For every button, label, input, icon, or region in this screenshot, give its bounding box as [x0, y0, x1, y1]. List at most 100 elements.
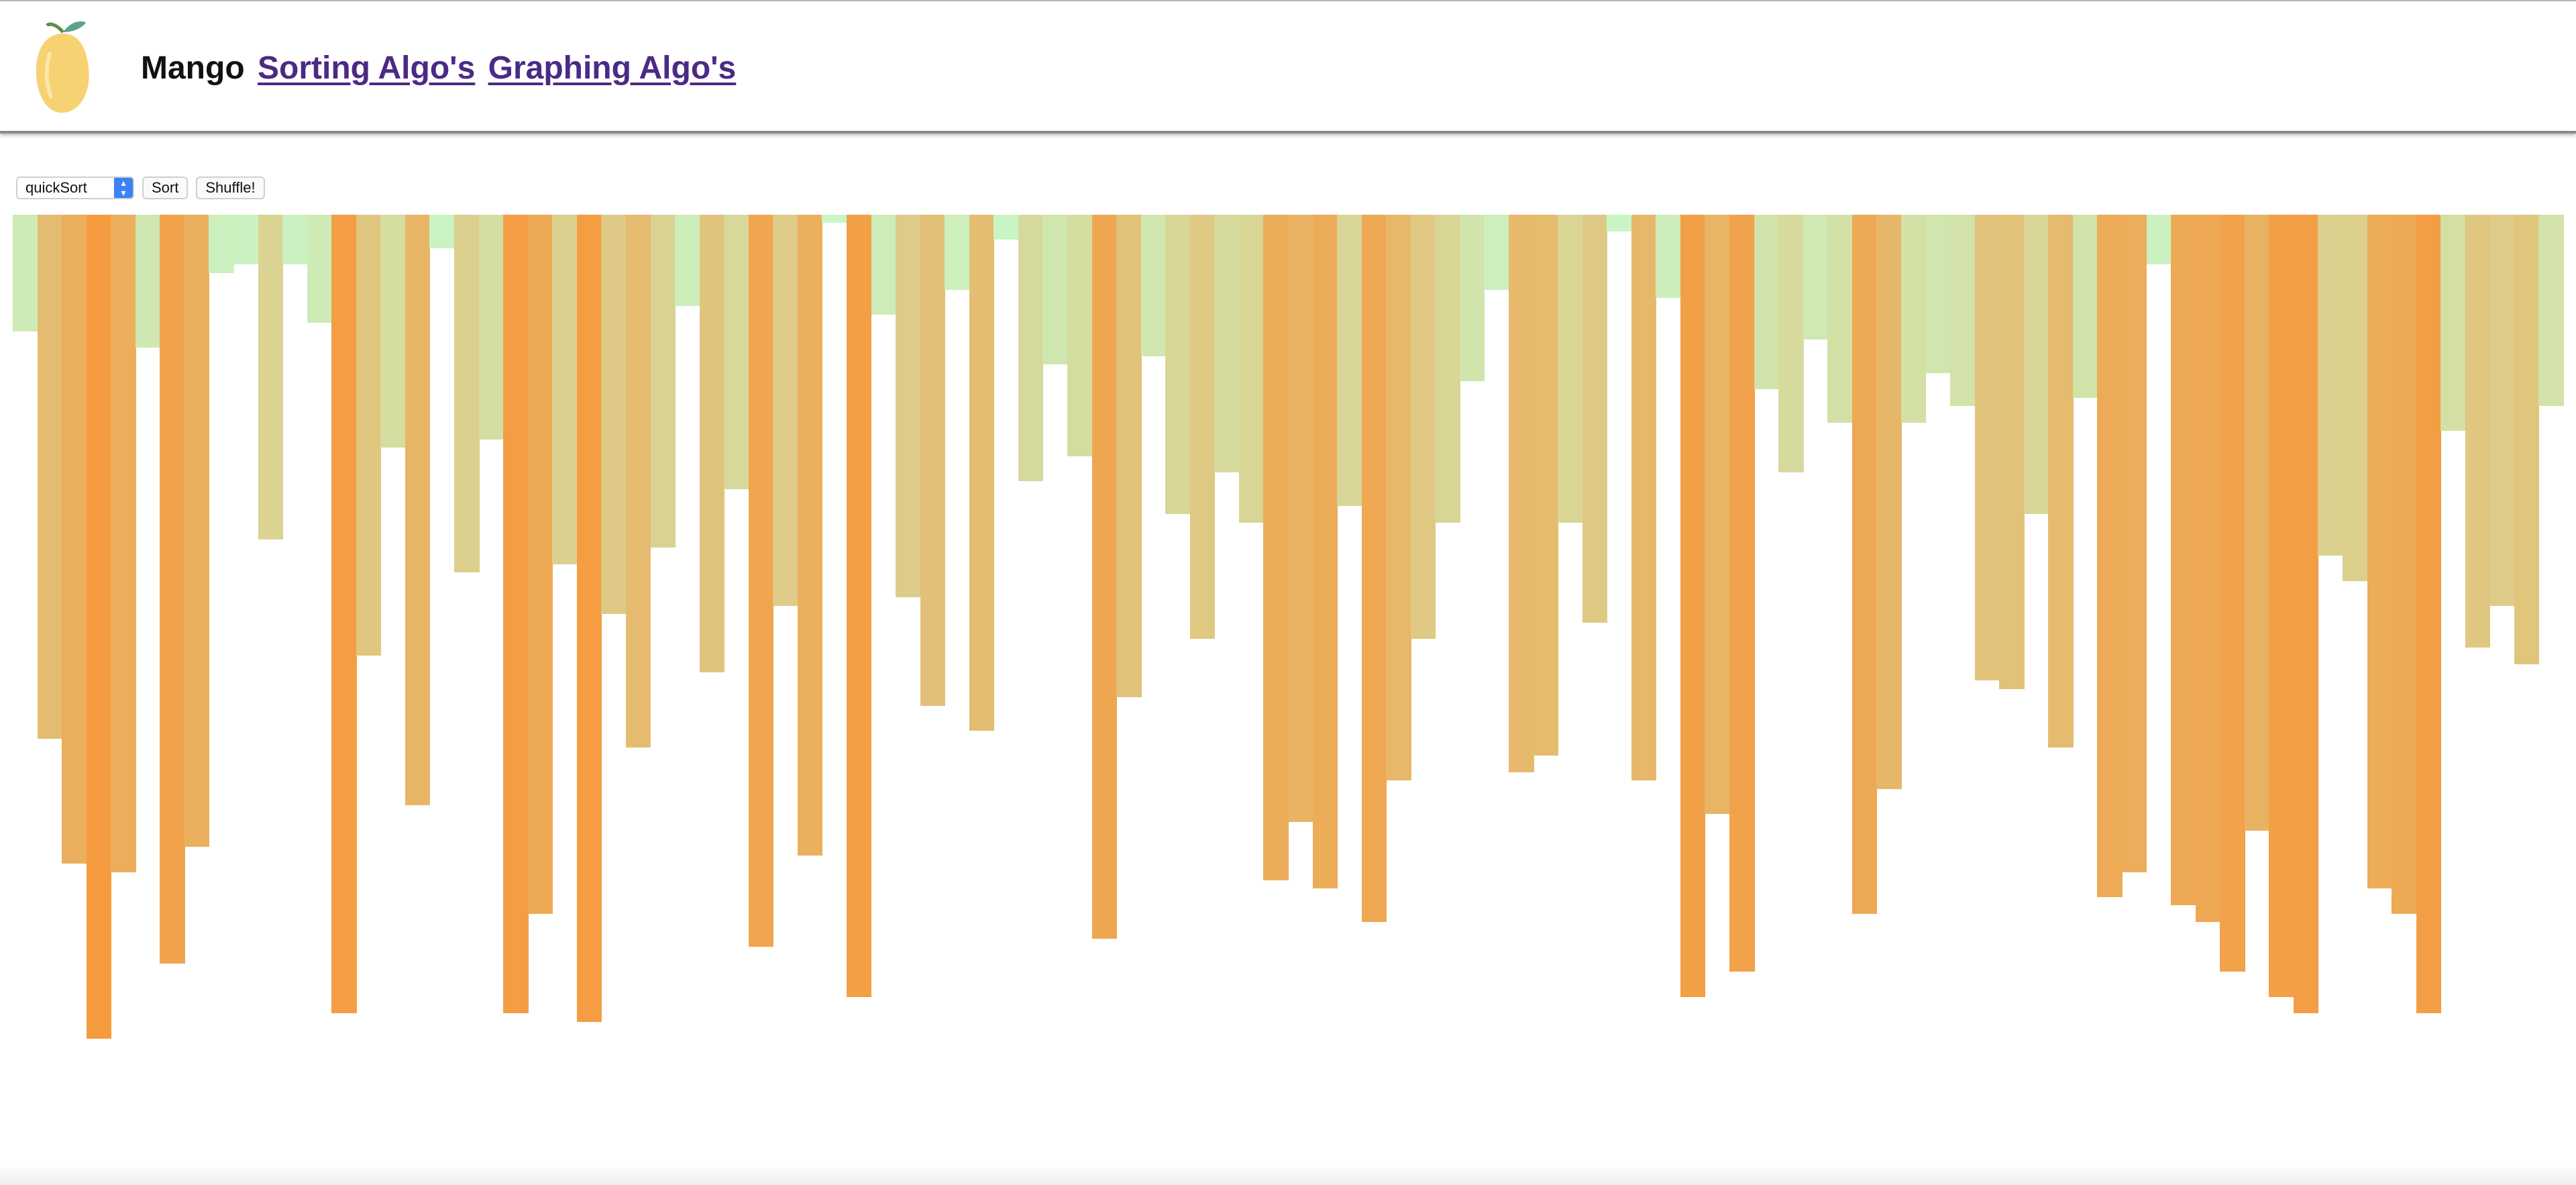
sort-bar	[2072, 215, 2098, 398]
site-header: Mango Sorting Algo's Graphing Algo's	[0, 1, 2576, 134]
sorting-bar-chart	[13, 215, 2564, 1047]
sort-bar	[2392, 215, 2417, 914]
sort-bar	[625, 215, 651, 748]
sort-bar	[2171, 215, 2196, 906]
sort-bar	[846, 215, 872, 997]
sort-bar	[1189, 215, 1216, 639]
sort-bar	[1558, 215, 1583, 523]
select-arrows-icon: ▴ ▾	[114, 178, 133, 198]
sort-bar	[1165, 215, 1191, 515]
sort-bar	[307, 215, 333, 323]
nav-link-graphing-algos[interactable]: Graphing Algo's	[488, 50, 737, 86]
sort-bar	[1288, 215, 1313, 823]
sort-bar	[1925, 215, 1951, 373]
sort-bar	[1803, 215, 1829, 340]
sort-bar	[454, 215, 480, 573]
sort-bar	[2293, 215, 2319, 1014]
sort-bar	[1876, 215, 1902, 789]
sort-bar	[1582, 215, 1608, 623]
sort-bar	[699, 215, 725, 672]
sort-bar	[2514, 215, 2540, 664]
sort-bar	[822, 215, 847, 223]
sort-bar	[209, 215, 234, 273]
sort-bar	[1459, 215, 1485, 381]
nav-link-sorting-algos[interactable]: Sorting Algo's	[257, 50, 476, 86]
sort-bar	[1778, 215, 1804, 473]
sort-bar	[896, 215, 921, 598]
sort-bar	[1607, 215, 1632, 231]
sort-button[interactable]: Sort	[142, 176, 189, 199]
sort-bar	[994, 215, 1019, 240]
sort-bar	[282, 215, 308, 265]
sort-bar	[797, 215, 823, 856]
sort-bar	[1631, 215, 1657, 781]
sort-bar	[1900, 215, 1927, 423]
sort-bar	[1091, 215, 1118, 939]
sort-bar	[2146, 215, 2172, 265]
sort-bar	[258, 215, 284, 539]
sort-bar	[2097, 215, 2123, 897]
sort-controls: quickSort ▴ ▾ Sort Shuffle!	[16, 176, 265, 200]
window-bottom-shadow	[0, 1165, 2576, 1185]
sort-bar	[2465, 215, 2491, 648]
sort-bar	[405, 215, 431, 806]
sort-bar	[748, 215, 774, 947]
sort-bar	[356, 215, 382, 656]
sort-bar	[1656, 215, 1681, 298]
sort-bar	[2244, 215, 2270, 831]
sort-bar	[233, 215, 259, 265]
sort-bar	[331, 215, 357, 1014]
sort-bar	[1484, 215, 1509, 290]
sort-bar	[2195, 215, 2221, 922]
mango-icon[interactable]	[30, 13, 97, 118]
sort-bar	[945, 215, 970, 290]
sort-bar	[1754, 215, 1780, 390]
sort-bar	[1337, 215, 1362, 506]
sort-bar	[675, 215, 700, 307]
brand-name: Mango	[141, 50, 245, 86]
sort-bar	[576, 215, 602, 1022]
sort-bar	[1361, 215, 1387, 922]
sort-bar	[2440, 215, 2466, 431]
sort-bar	[2048, 215, 2074, 748]
sort-bar	[2367, 215, 2393, 889]
sort-bar	[1116, 215, 1142, 698]
sort-bar	[1851, 215, 1878, 914]
sort-bar	[37, 215, 63, 739]
sort-bar	[1410, 215, 1436, 639]
sort-bar	[1435, 215, 1460, 523]
sort-bar	[527, 215, 553, 914]
sort-bar	[2269, 215, 2294, 997]
algorithm-select-value: quickSort	[25, 179, 87, 196]
sort-bar	[1238, 215, 1265, 523]
sort-bar	[601, 215, 627, 615]
sort-bar	[135, 215, 161, 348]
sort-bar	[1999, 215, 2025, 689]
sort-bar	[2489, 215, 2515, 606]
sort-bar	[1533, 215, 1559, 756]
sort-bar	[1018, 215, 1044, 481]
sort-bar	[478, 215, 504, 440]
sort-bar	[871, 215, 897, 315]
sort-bar	[13, 215, 38, 331]
top-nav: Mango Sorting Algo's Graphing Algo's	[141, 50, 736, 87]
sort-bar	[1974, 215, 2000, 681]
sort-bar	[920, 215, 946, 706]
sort-bar	[1042, 215, 1068, 365]
sort-bar	[2416, 215, 2442, 1014]
window-top-border	[0, 0, 2576, 1]
sort-bar	[184, 215, 210, 847]
sort-bar	[2342, 215, 2368, 581]
sort-bar	[2023, 215, 2049, 515]
sort-bar	[1214, 215, 1240, 473]
algorithm-select[interactable]: quickSort ▴ ▾	[16, 176, 134, 199]
sort-bar	[503, 215, 529, 1014]
sort-bar	[111, 215, 136, 872]
sort-bar	[1263, 215, 1289, 880]
shuffle-button[interactable]: Shuffle!	[196, 176, 265, 199]
sort-bar	[1950, 215, 1976, 407]
sort-bar	[2318, 215, 2343, 556]
sort-bar	[380, 215, 406, 448]
sort-bar	[429, 215, 455, 248]
sort-bar	[1680, 215, 1706, 997]
